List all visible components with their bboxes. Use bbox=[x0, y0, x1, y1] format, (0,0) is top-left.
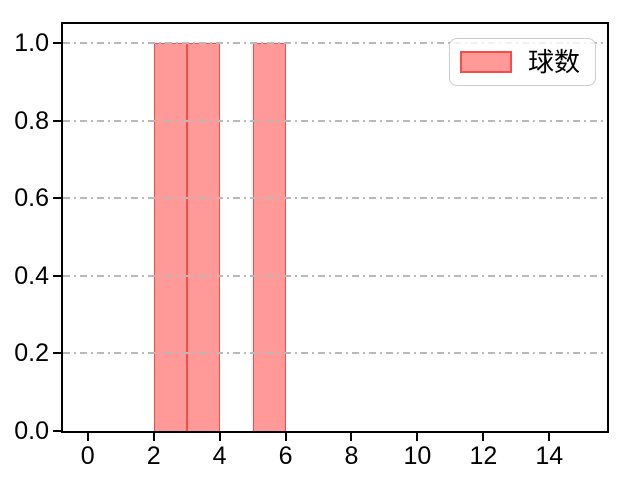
x-axis-tick bbox=[86, 433, 89, 441]
histogram-bar bbox=[186, 43, 220, 431]
histogram-bar bbox=[252, 43, 286, 431]
x-axis-tick-label: 14 bbox=[535, 442, 564, 470]
x-axis-tick bbox=[548, 433, 551, 441]
legend-swatch bbox=[460, 51, 512, 73]
x-axis-tick-label: 4 bbox=[212, 442, 227, 470]
y-axis-tick-label: 0.8 bbox=[14, 106, 49, 135]
histogram-bar bbox=[153, 43, 187, 431]
y-axis-tick-label: 0.2 bbox=[14, 339, 49, 368]
y-axis-tick bbox=[53, 42, 61, 45]
gridline bbox=[63, 274, 607, 277]
y-axis-tick bbox=[53, 430, 61, 432]
gridline bbox=[63, 42, 607, 45]
y-axis-tick-label: 0.6 bbox=[14, 184, 49, 213]
y-axis-tick-label: 1.0 bbox=[14, 29, 49, 58]
y-axis-tick bbox=[53, 352, 61, 355]
x-axis-tick bbox=[218, 433, 221, 441]
y-axis-tick bbox=[53, 197, 61, 200]
x-axis-tick-label: 2 bbox=[146, 442, 161, 470]
y-axis-tick bbox=[53, 119, 61, 122]
gridline bbox=[63, 197, 607, 200]
x-axis-tick-label: 10 bbox=[403, 442, 432, 470]
y-axis-tick bbox=[53, 274, 61, 277]
legend-label: 球数 bbox=[528, 47, 581, 77]
x-axis-tick bbox=[284, 433, 287, 441]
gridline bbox=[63, 119, 607, 122]
x-axis-tick bbox=[482, 433, 485, 441]
x-axis-tick-label: 8 bbox=[344, 442, 359, 470]
y-axis-tick-label: 0.0 bbox=[14, 417, 49, 445]
x-axis-tick-label: 6 bbox=[278, 442, 293, 470]
x-axis-tick-label: 0 bbox=[80, 442, 95, 470]
y-axis-tick-label: 0.4 bbox=[14, 261, 49, 290]
x-axis-tick bbox=[152, 433, 155, 441]
x-axis-tick-label: 12 bbox=[469, 442, 498, 470]
x-axis-tick bbox=[350, 433, 353, 441]
x-axis-tick bbox=[416, 433, 419, 441]
gridline bbox=[63, 352, 607, 355]
legend: 球数 bbox=[449, 38, 596, 86]
